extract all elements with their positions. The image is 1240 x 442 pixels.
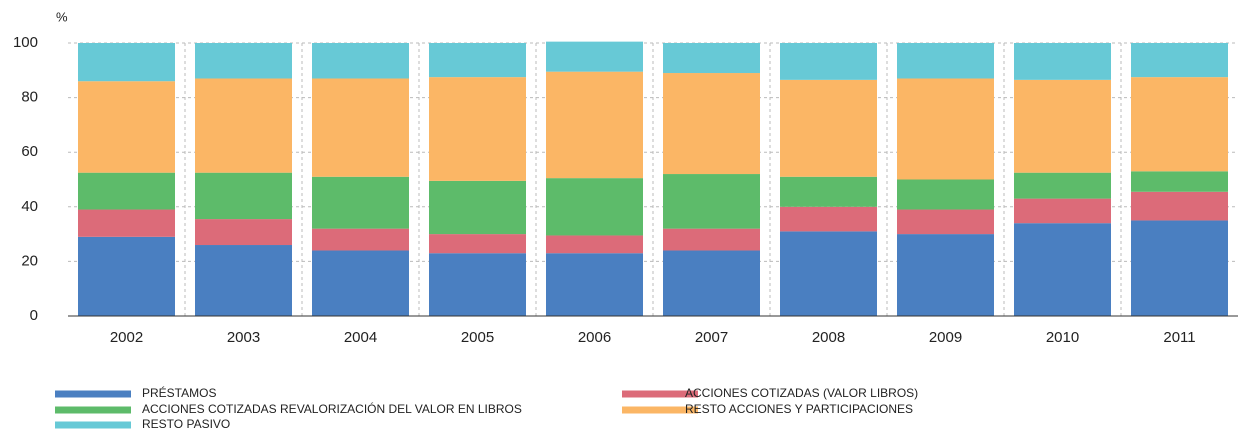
legend-swatch xyxy=(55,421,131,429)
bar-segment xyxy=(780,231,877,316)
y-tick-label: 0 xyxy=(30,307,38,324)
legend-label: ACCIONES COTIZADAS REVALORIZACIÓN DEL VA… xyxy=(142,401,522,416)
bar-segment xyxy=(429,180,526,235)
bar-segment xyxy=(195,219,292,246)
x-tick-label: 2003 xyxy=(227,329,260,346)
x-tick-label: 2010 xyxy=(1046,329,1079,346)
bar-segment xyxy=(429,43,526,78)
bar-segment xyxy=(780,43,877,80)
legend-label: RESTO ACCIONES Y PARTICIPACIONES xyxy=(685,402,913,416)
bar-segment xyxy=(1131,171,1228,192)
bar-segment xyxy=(312,43,409,79)
bar-segment xyxy=(1131,77,1228,172)
bar-segment xyxy=(78,43,175,82)
bar-segment xyxy=(546,235,643,254)
bar-segment xyxy=(78,209,175,237)
y-tick-label: 20 xyxy=(21,252,38,269)
x-tick-label: 2011 xyxy=(1163,329,1195,346)
legend-label: ACCIONES COTIZADAS (VALOR LIBROS) xyxy=(685,386,918,400)
legend-label: PRÉSTAMOS xyxy=(142,385,216,400)
bar-segment xyxy=(897,43,994,79)
bar-segment xyxy=(1131,43,1228,78)
bar-segment xyxy=(663,250,760,316)
x-tick-label: 2006 xyxy=(578,329,611,346)
bar-segment xyxy=(546,41,643,72)
bar-segment xyxy=(780,206,877,232)
legend-swatch xyxy=(55,406,131,414)
y-tick-label: 40 xyxy=(21,198,38,215)
x-tick-label: 2005 xyxy=(461,329,494,346)
bar-segment xyxy=(78,236,175,316)
bar-segment xyxy=(195,245,292,316)
bar-segment xyxy=(312,176,409,229)
bar-segment xyxy=(312,228,409,251)
y-tick-label: 100 xyxy=(13,34,38,51)
x-tick-label: 2008 xyxy=(812,329,845,346)
bar-segment xyxy=(1131,220,1228,316)
bar-segment xyxy=(1014,223,1111,316)
x-tick-label: 2002 xyxy=(110,329,143,346)
bar-segment xyxy=(663,174,760,229)
bar-segment xyxy=(195,172,292,220)
legend-swatch xyxy=(622,406,698,414)
x-tick-label: 2007 xyxy=(695,329,728,346)
bar-segment xyxy=(780,176,877,207)
bar-segment xyxy=(1014,198,1111,224)
bar-segment xyxy=(546,71,643,179)
bar-segment xyxy=(546,253,643,316)
bar-segment xyxy=(897,179,994,210)
x-tick-label: 2009 xyxy=(929,329,962,346)
bar-segment xyxy=(429,234,526,254)
y-tick-label: 60 xyxy=(21,143,38,160)
bar-segment xyxy=(546,178,643,236)
bar-segment xyxy=(780,79,877,177)
legend-swatch xyxy=(622,390,698,398)
bar-segment xyxy=(663,228,760,251)
bar-segment xyxy=(1131,191,1228,221)
bar-segment xyxy=(1014,172,1111,199)
bar-segment xyxy=(78,81,175,173)
legend-label: RESTO PASIVO xyxy=(142,417,230,431)
bar-segment xyxy=(195,43,292,79)
bar-segment xyxy=(429,77,526,181)
legend-swatch xyxy=(55,390,131,398)
bar-segment xyxy=(429,253,526,316)
bar-segment xyxy=(78,172,175,210)
x-tick-label: 2004 xyxy=(344,329,377,346)
bar-segment xyxy=(312,78,409,177)
y-tick-label: 80 xyxy=(21,89,38,106)
bar-segment xyxy=(663,43,760,74)
bar-segment xyxy=(897,234,994,316)
bar-segment xyxy=(897,78,994,180)
bar-segment xyxy=(663,73,760,175)
bar-segment xyxy=(897,209,994,235)
y-axis-unit: % xyxy=(56,9,68,24)
bar-segment xyxy=(1014,43,1111,80)
bar-segment xyxy=(312,250,409,316)
bar-segment xyxy=(195,78,292,173)
bar-segment xyxy=(1014,79,1111,173)
